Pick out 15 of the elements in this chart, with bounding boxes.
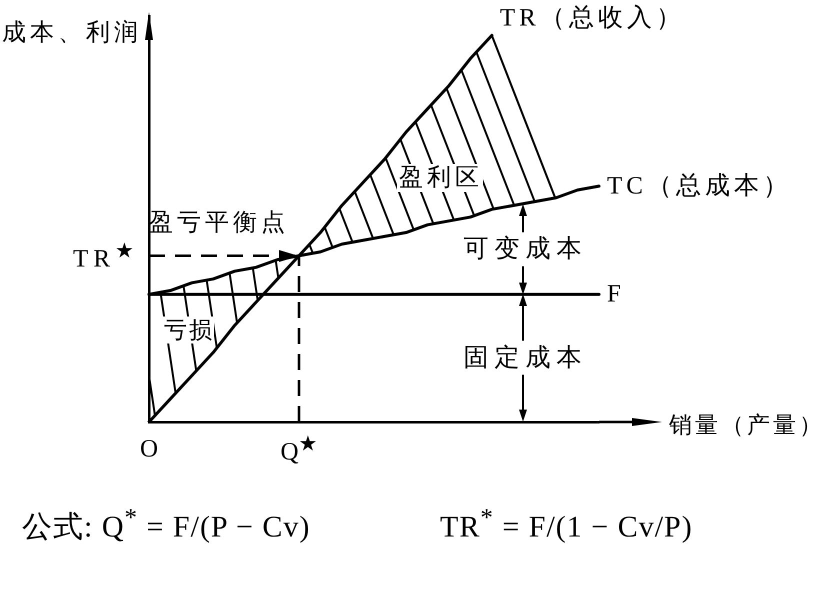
series-label: TC（总成本） xyxy=(607,172,792,200)
annotation: 亏损 xyxy=(162,316,214,344)
x-tick-label: O xyxy=(140,436,158,462)
ref-line-label: TR$^{★}$ xyxy=(73,238,139,272)
annotation: 可变成本 xyxy=(464,236,588,263)
annotation: 固定成本 xyxy=(464,344,588,372)
annotation: 盈利区 xyxy=(397,164,483,192)
series-label: F xyxy=(607,280,625,308)
x-axis-title: 销量（产量） xyxy=(669,412,825,438)
text: 公式: Q$^{*}$ = F/(P − Cv) xyxy=(22,504,310,544)
annotation: 盈亏平衡点 xyxy=(149,210,289,236)
series-label: TR（总收入） xyxy=(500,4,685,32)
y-axis-title: 成本、利润 xyxy=(2,20,142,46)
x-tick-label: Q$^{★}$ xyxy=(280,431,318,466)
text: TR$^{*}$ = F/(1 − Cv/P) xyxy=(440,504,693,544)
